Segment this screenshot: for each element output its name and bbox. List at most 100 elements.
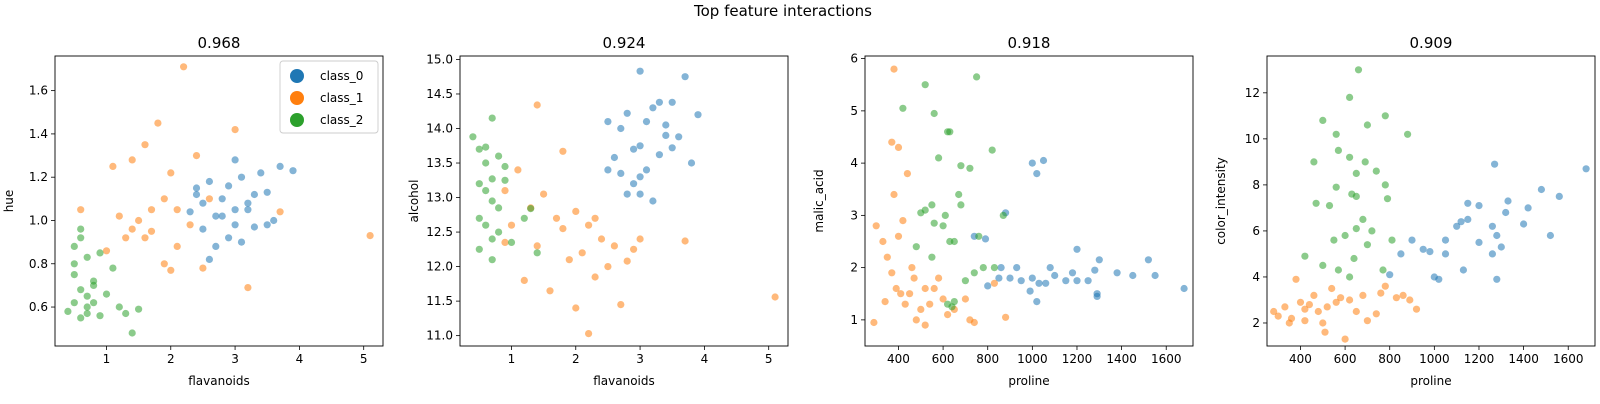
data-point (1337, 294, 1345, 302)
x-axis-label: flavanoids (593, 374, 655, 388)
data-point (135, 216, 143, 225)
data-point (475, 214, 483, 222)
x-axis-label: flavanoids (188, 374, 250, 388)
data-point (939, 222, 947, 230)
data-point (167, 266, 175, 274)
data-point (1330, 236, 1338, 244)
data-point (231, 206, 239, 214)
data-point (64, 307, 72, 315)
data-point (930, 109, 938, 118)
data-point (1497, 243, 1505, 251)
data-point (135, 305, 143, 313)
data-point (585, 330, 593, 338)
data-point (630, 145, 638, 153)
data-point (623, 109, 631, 117)
x-tick-label: 1000 (1419, 352, 1450, 366)
data-point (199, 264, 207, 272)
data-point (908, 264, 916, 272)
data-point (192, 184, 201, 192)
data-point (948, 303, 956, 311)
data-point (1493, 231, 1501, 240)
data-point (276, 162, 284, 170)
data-point (610, 242, 619, 250)
data-point (501, 176, 509, 184)
data-point (520, 276, 528, 284)
x-axis-label: proline (1410, 374, 1451, 388)
data-point (1372, 310, 1380, 318)
data-point (957, 201, 965, 209)
data-point (495, 152, 503, 160)
data-point (1314, 307, 1322, 316)
data-point (984, 282, 992, 290)
data-point (1475, 238, 1483, 246)
data-point (1285, 319, 1293, 327)
data-point (212, 242, 220, 250)
data-point (1457, 218, 1465, 226)
subplot-title: 0.918 (1008, 34, 1051, 52)
data-point (1406, 296, 1414, 304)
data-point (1129, 271, 1137, 280)
y-tick-label: 2 (850, 261, 858, 275)
data-point (231, 126, 239, 134)
data-point (591, 273, 599, 281)
data-point (192, 190, 201, 199)
data-point (1524, 204, 1532, 212)
series-class_2 (1301, 66, 1412, 281)
data-point (941, 211, 949, 219)
data-point (128, 329, 136, 337)
axes-frame (1266, 55, 1596, 347)
y-axis-label: malic_acid (812, 169, 826, 232)
data-point (102, 290, 111, 298)
y-tick-label: 12 (1245, 86, 1260, 100)
data-point (1363, 241, 1371, 249)
data-point (128, 225, 136, 233)
data-point (649, 104, 657, 112)
y-tick-label: 14.0 (426, 122, 453, 136)
data-point (1412, 305, 1421, 313)
data-point (687, 159, 696, 167)
data-point (231, 221, 239, 229)
data-point (1301, 252, 1309, 260)
data-point (1441, 236, 1450, 244)
data-point (1359, 215, 1367, 223)
x-tick-label: 1600 (1151, 352, 1182, 366)
data-point (572, 304, 580, 312)
data-point (559, 225, 567, 233)
data-point (990, 279, 999, 287)
data-point (906, 290, 914, 298)
data-point (257, 169, 265, 177)
y-axis-label: hue (2, 190, 16, 213)
y-tick-label: 10 (1245, 132, 1260, 146)
data-point (475, 245, 483, 253)
data-point (917, 305, 925, 313)
data-point (617, 301, 625, 309)
x-tick-label: 1400 (1508, 352, 1539, 366)
data-point (1475, 202, 1483, 210)
data-point (250, 190, 258, 199)
data-point (1028, 274, 1036, 282)
data-point (617, 169, 625, 177)
data-point (610, 153, 619, 162)
data-point (1372, 167, 1380, 175)
data-point (944, 311, 952, 319)
data-point (944, 128, 952, 136)
data-point (77, 234, 85, 242)
legend-label: class_0 (320, 69, 363, 83)
data-point (1321, 328, 1329, 336)
data-point (237, 173, 246, 181)
axes-frame (459, 55, 789, 347)
y-tick-label: 0.6 (29, 300, 48, 314)
x-tick-label: 600 (932, 352, 955, 366)
x-tick-label: 800 (1378, 352, 1401, 366)
data-point (147, 206, 156, 214)
data-point (1026, 287, 1034, 295)
data-point (70, 260, 78, 268)
data-point (218, 195, 226, 203)
data-point (988, 146, 996, 154)
data-point (237, 238, 246, 246)
data-point (903, 170, 912, 178)
x-tick-label: 5 (765, 352, 773, 366)
data-point (90, 299, 98, 307)
data-point (83, 303, 91, 311)
data-point (1354, 66, 1363, 74)
